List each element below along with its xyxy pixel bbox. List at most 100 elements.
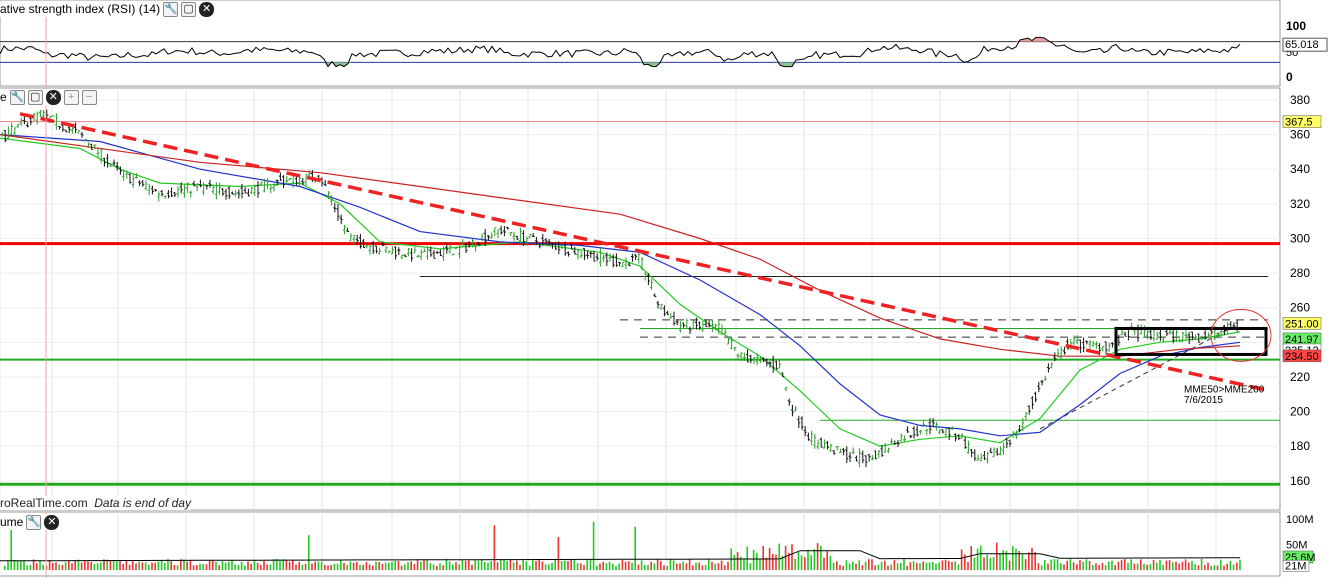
wrench-icon[interactable]: 🔧 [26,514,42,530]
volume-bar [868,559,870,570]
volume-bar [884,560,886,570]
volume-bar [650,561,652,570]
volume-bar [797,551,800,570]
volume-bar [285,560,288,570]
volume-bar [647,565,649,570]
volume-bar [676,563,678,570]
price-tick-label: 300 [1290,231,1310,245]
volume-bar [720,560,723,570]
volume-bar [1002,550,1004,570]
price-value-label: 251.00 [1285,318,1319,330]
wrench-icon[interactable]: 🔧 [9,89,25,105]
volume-bar [48,559,51,570]
zoom-in-icon[interactable]: + [63,89,79,105]
volume-bar [807,549,809,570]
volume-bar [733,554,736,570]
volume-bar [823,557,825,570]
volume-bar [464,560,467,570]
volume-bar [308,535,310,570]
maximize-icon[interactable]: ▢ [181,1,197,17]
volume-bar [445,558,448,570]
volume-bar [484,561,486,570]
volume-bar [573,559,576,570]
maximize-icon[interactable]: ▢ [27,89,43,105]
volume-bar [164,562,166,570]
volume-bar [400,565,403,570]
rsi-value-tag [1282,37,1328,52]
volume-bar [948,560,950,570]
volume-bar [938,562,940,570]
volume-bar [960,549,963,570]
volume-bar [1008,560,1011,570]
price-value-label: 367.5 [1285,117,1313,129]
volume-bar [656,559,659,570]
volume-bar [404,564,406,570]
volume-bar [1066,560,1068,570]
volume-bar [250,563,252,570]
volume-bar [317,561,320,570]
volume-bar [356,561,358,570]
volume-bar [666,565,668,570]
volume-bar [781,556,784,570]
volume-bar [487,562,489,570]
volume-bar [71,563,73,570]
volume-bar [13,560,16,570]
volume-bar [842,565,844,570]
volume-bar [1031,547,1033,570]
volume-bar [176,565,179,570]
zoom-out-icon[interactable]: − [81,89,97,105]
close-icon[interactable]: ✕ [44,514,60,530]
volume-bar [762,545,764,570]
volume-bar [788,553,790,570]
volume-bar [951,561,953,570]
volume-bar [967,562,969,570]
volume-bar [1172,562,1174,570]
volume-bar [1028,552,1030,570]
volume-bar [820,545,822,570]
volume-bar [1040,565,1043,570]
volume-bar [196,565,198,570]
mme-annotation: MME50>MME200 [1184,385,1265,396]
volume-bar [426,559,428,570]
volume-bar [711,561,713,570]
pane-frame [0,511,1281,577]
volume-bar [436,565,438,570]
volume-bar [87,561,89,570]
volume-bar [1124,559,1126,570]
volume-bar [68,560,70,570]
source-site: roRealTime.com [0,496,88,510]
price-tick-label: 340 [1290,162,1310,176]
volume-bar [1146,564,1148,570]
volume-bar [672,560,675,570]
volume-bar [263,560,265,570]
volume-bar [519,564,521,570]
volume-bar [906,565,908,570]
close-icon[interactable]: ✕ [199,1,215,17]
volume-bar [189,560,192,570]
volume-bar [1015,548,1017,570]
volume-bar [682,561,684,570]
rsi-tick-label: 100 [1286,19,1306,33]
volume-bar [192,565,195,570]
volume-bar [397,561,400,570]
volume-bar [1140,559,1142,570]
volume-bar [1104,565,1107,570]
volume-bar [554,559,556,570]
volume-bar [1050,559,1052,570]
wrench-icon[interactable]: 🔧 [163,1,179,17]
volume-bar [128,564,131,570]
volume-bar [1018,551,1020,570]
close-icon[interactable]: ✕ [45,89,61,105]
volume-bar [557,536,560,570]
volume-bar [928,562,931,570]
volume-bar [570,559,572,570]
volume-bar [215,561,217,570]
volume-bar [282,559,284,570]
price-tick-label: 260 [1290,301,1310,315]
volume-bar [429,563,432,570]
volume-bar [548,564,550,570]
volume-bar [909,562,912,570]
volume-bar [896,563,899,570]
volume-bar [532,559,534,570]
